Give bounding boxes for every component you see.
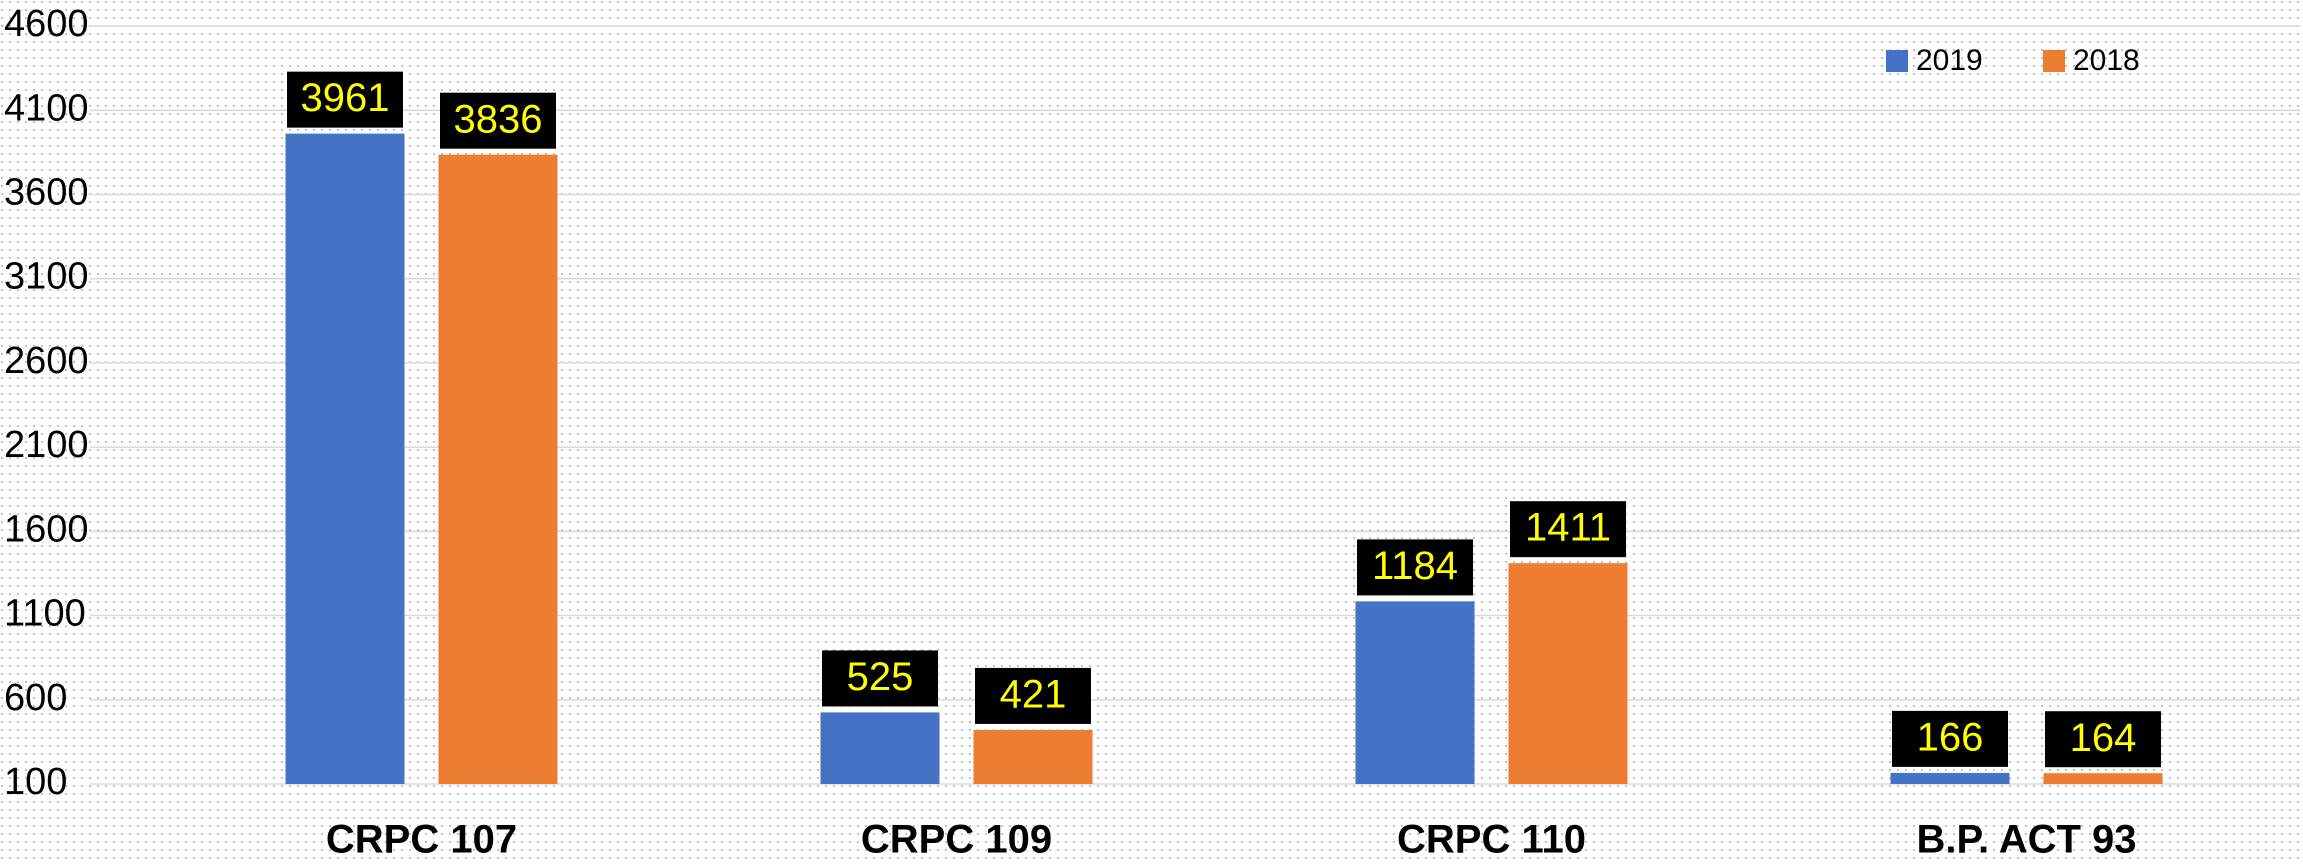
- legend-label: 2019: [1916, 44, 1983, 77]
- x-tick-label: B.P. ACT 93: [1916, 818, 2136, 862]
- y-tick-label: 600: [4, 677, 67, 719]
- bar: [1355, 601, 1475, 784]
- data-label-box: [1357, 539, 1473, 596]
- legend-swatch: [1886, 50, 1908, 72]
- y-tick-label: 4600: [4, 3, 89, 45]
- bar: [1508, 563, 1628, 784]
- y-tick-label: 2600: [4, 340, 89, 382]
- legend-swatch: [2043, 50, 2065, 72]
- y-tick-label: 4100: [4, 87, 89, 129]
- y-tick-label: 2100: [4, 424, 89, 466]
- legend-label: 2018: [2073, 44, 2140, 77]
- data-label: 3836: [454, 97, 543, 141]
- y-tick-label: 3100: [4, 256, 89, 298]
- bar: [973, 729, 1093, 784]
- bar: [820, 712, 940, 784]
- data-label: 1411: [1525, 506, 1611, 550]
- bar: [438, 154, 558, 785]
- data-label: 3961: [301, 76, 390, 120]
- data-label-box: [440, 92, 556, 149]
- y-tick-label: 3600: [4, 171, 89, 213]
- bar: [285, 133, 405, 785]
- data-label: 421: [1000, 672, 1067, 716]
- bar: [2043, 773, 2163, 784]
- data-label-box: [822, 650, 938, 707]
- bar: [1890, 772, 2010, 784]
- data-label-box: [2045, 711, 2161, 768]
- data-label: 1184: [1372, 544, 1458, 588]
- y-tick-label: 1100: [4, 593, 86, 635]
- x-tick-label: CRPC 109: [861, 818, 1052, 862]
- x-tick-label: CRPC 107: [326, 818, 517, 862]
- data-label-box: [975, 667, 1091, 724]
- data-label-box: [1892, 710, 2008, 767]
- data-label: 164: [2070, 716, 2137, 760]
- data-label: 166: [1917, 715, 1984, 759]
- data-label: 525: [847, 655, 914, 699]
- x-tick-label: CRPC 110: [1397, 818, 1586, 862]
- data-label-box: [1510, 501, 1626, 558]
- y-tick-label: 1600: [4, 508, 89, 550]
- data-label-box: [287, 71, 403, 128]
- y-tick-label: 100: [4, 761, 67, 803]
